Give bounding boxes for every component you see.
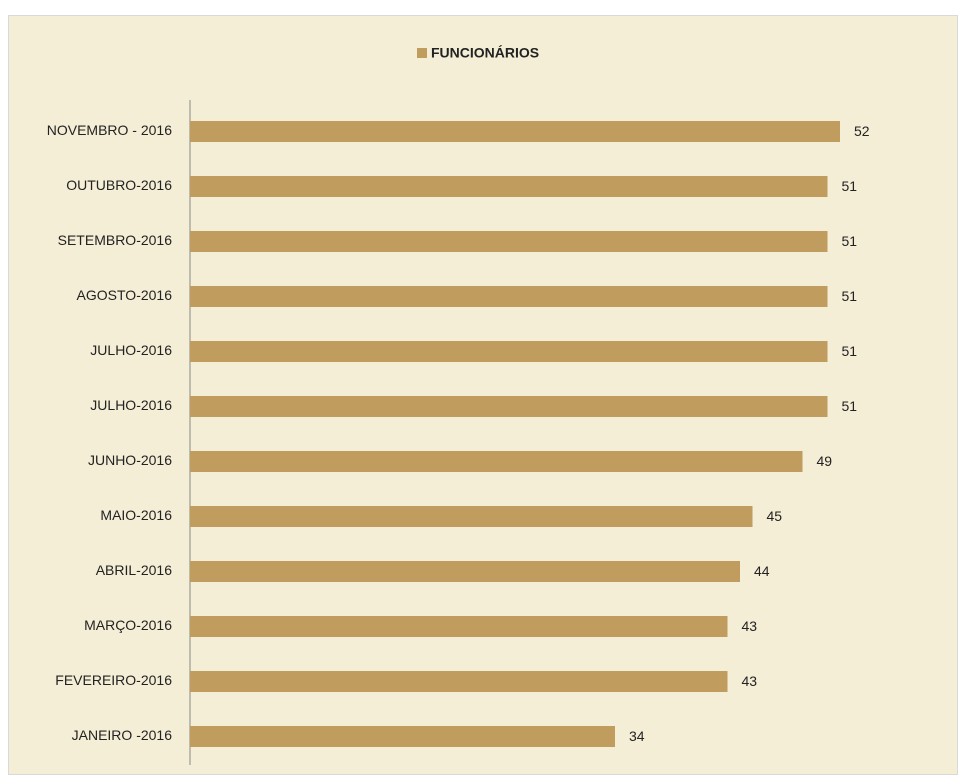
y-tick-label: AGOSTO-2016 — [77, 287, 173, 303]
y-tick-label: JULHO-2016 — [90, 342, 172, 358]
y-tick-label: FEVEREIRO-2016 — [55, 672, 172, 688]
data-label: 34 — [629, 728, 645, 744]
bar — [190, 121, 840, 142]
bar — [190, 341, 828, 362]
y-tick-label: JUNHO-2016 — [88, 452, 172, 468]
legend-label: FUNCIONÁRIOS — [431, 45, 539, 61]
data-label: 51 — [842, 398, 858, 414]
y-tick-label: JANEIRO -2016 — [72, 727, 173, 743]
y-tick-label: MARÇO-2016 — [84, 617, 172, 633]
bar — [190, 396, 828, 417]
bar — [190, 176, 828, 197]
bar — [190, 561, 740, 582]
y-tick-label: MAIO-2016 — [100, 507, 172, 523]
bar — [190, 451, 803, 472]
data-label: 43 — [742, 618, 758, 634]
data-label: 43 — [742, 673, 758, 689]
y-tick-label: OUTUBRO-2016 — [66, 177, 172, 193]
bar — [190, 231, 828, 252]
bar — [190, 506, 753, 527]
data-label: 51 — [842, 233, 858, 249]
data-label: 45 — [767, 508, 783, 524]
y-tick-label: ABRIL-2016 — [96, 562, 172, 578]
y-tick-label: NOVEMBRO - 2016 — [47, 122, 172, 138]
legend: FUNCIONÁRIOS — [417, 45, 539, 61]
y-tick-label: JULHO-2016 — [90, 397, 172, 413]
data-label: 49 — [817, 453, 833, 469]
data-label: 44 — [754, 563, 770, 579]
y-tick-label: SETEMBRO-2016 — [58, 232, 173, 248]
data-label: 51 — [842, 343, 858, 359]
legend-swatch — [417, 48, 427, 58]
data-label: 51 — [842, 288, 858, 304]
data-label: 51 — [842, 178, 858, 194]
bar — [190, 726, 615, 747]
bar — [190, 616, 728, 637]
bar — [190, 286, 828, 307]
bar — [190, 671, 728, 692]
data-label: 52 — [854, 123, 870, 139]
